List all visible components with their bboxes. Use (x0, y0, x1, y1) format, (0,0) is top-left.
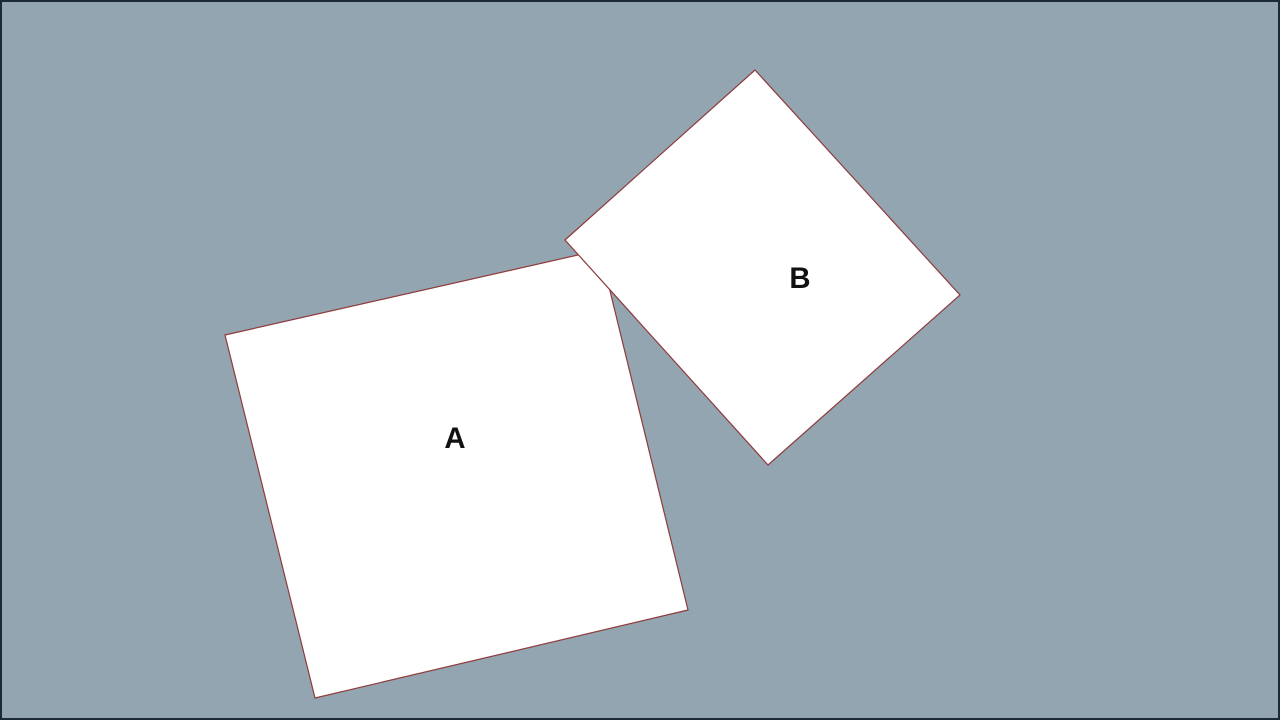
shape-label-b: B (789, 262, 810, 295)
shape-label-a: A (444, 422, 465, 455)
diagram-canvas: AB (0, 0, 1280, 720)
diagram-svg: AB (0, 0, 1280, 720)
